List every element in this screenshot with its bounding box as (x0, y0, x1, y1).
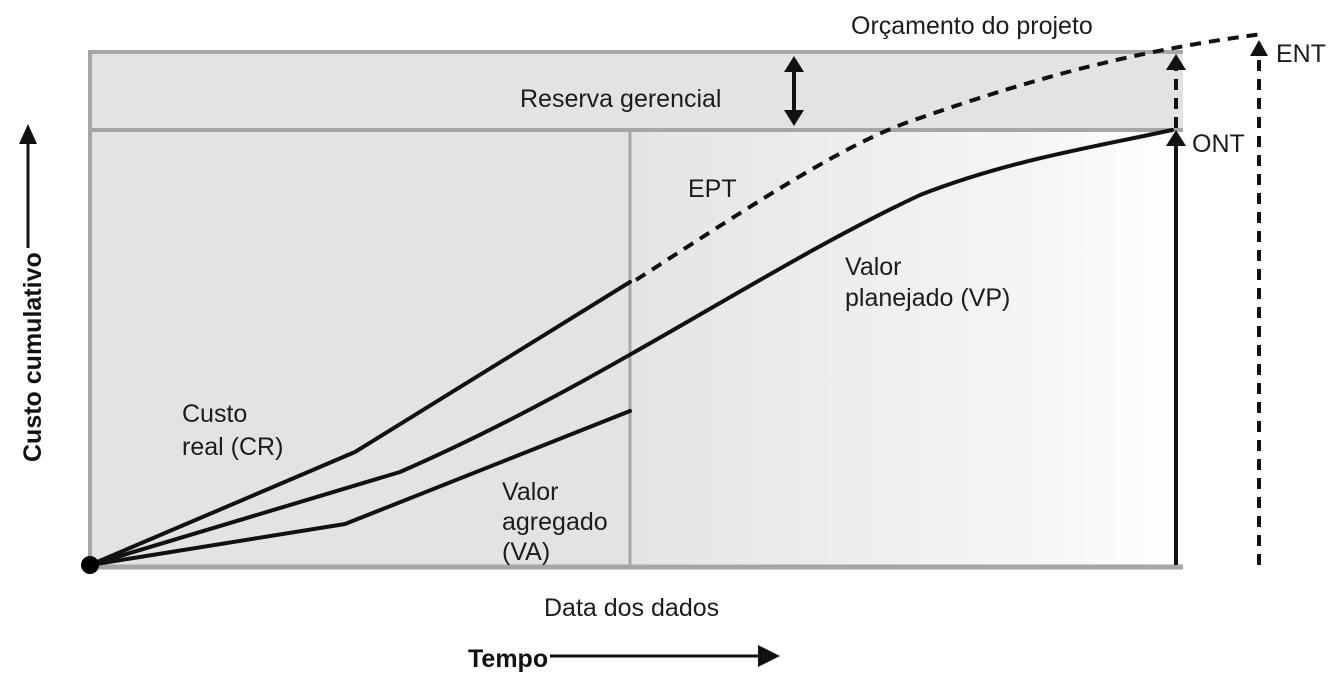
x-axis-arrow-head (758, 645, 780, 667)
reserve-band (88, 52, 1183, 130)
estimate-curve-dashed (634, 32, 1263, 282)
earned-value-label-1: Valor (502, 478, 559, 506)
planned-value-label-1: Valor (845, 253, 902, 281)
x-axis-label: Tempo (468, 645, 548, 673)
earned-value-label-2: agregado (502, 508, 608, 536)
earned-value-label-3: (VA) (502, 538, 550, 566)
ont-arrow-head (1166, 130, 1186, 146)
past-region (88, 130, 630, 567)
reserve-span-arrow-down (784, 110, 804, 126)
planned-value-label-2: planejado (VP) (845, 284, 1010, 312)
ent-label: ENT (1276, 40, 1326, 68)
y-axis-label: Custo cumulativo (19, 252, 47, 462)
ept-label: EPT (688, 175, 737, 203)
ent-arrow-head (1250, 40, 1268, 56)
origin-point (81, 556, 99, 574)
ont-label: ONT (1192, 130, 1245, 158)
budget-label: Orçamento do projeto (851, 12, 1093, 40)
y-axis-arrow-head (19, 124, 37, 144)
reserve-span-arrow-up (784, 56, 804, 72)
actual-cost-curve (88, 280, 632, 567)
reserve-label: Reserva gerencial (520, 85, 722, 113)
reserve-arrow-head (1166, 54, 1186, 70)
data-date-label: Data dos dados (544, 594, 719, 622)
actual-cost-label-2: real (CR) (182, 433, 283, 461)
planned-value-curve (88, 128, 1174, 567)
earned-value-curve (88, 409, 632, 567)
actual-cost-label-1: Custo (182, 400, 247, 428)
